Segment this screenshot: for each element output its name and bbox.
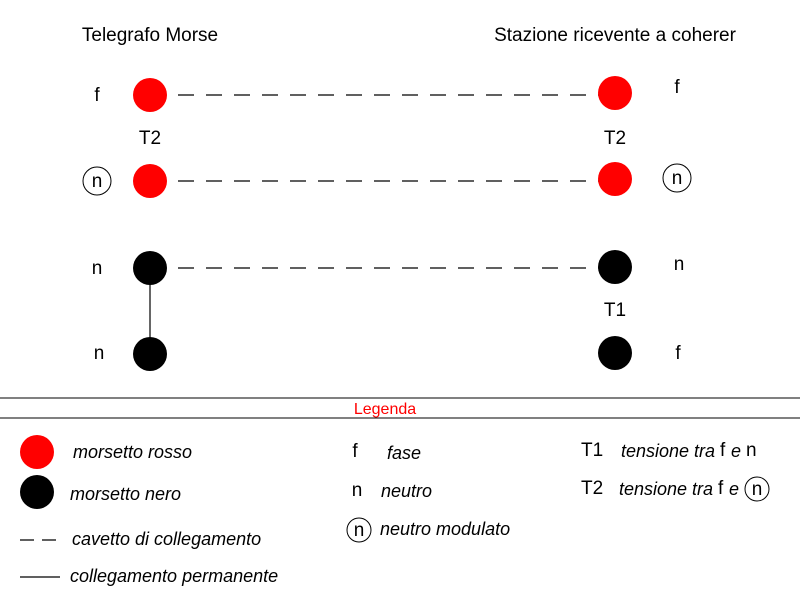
legend-t2-e: e <box>729 479 739 499</box>
red-terminal-left-2 <box>133 164 167 198</box>
legend-t1-desc: tensione tra <box>621 441 715 461</box>
black-terminal-right-1 <box>598 250 632 284</box>
legend-black-terminal-label: morsetto nero <box>70 484 181 504</box>
t2-label-right: T2 <box>604 128 626 149</box>
modulated-neutral-circle-left <box>82 166 112 196</box>
label-right-row1: f <box>674 77 680 98</box>
legend-f-symbol: f <box>352 441 358 462</box>
legend-solid-label: collegamento permanente <box>70 566 278 586</box>
label-right-row2: n <box>672 168 683 189</box>
legend-t2-modulated-neutral-circle <box>744 476 770 502</box>
legend-red-terminal-swatch <box>20 435 54 469</box>
black-terminal-left-2 <box>133 337 167 371</box>
label-left-row2: n <box>92 171 103 192</box>
legend-modulated-neutral-circle <box>346 517 372 543</box>
red-terminal-right-2 <box>598 162 632 196</box>
legend-t2-desc: tensione tra <box>619 479 713 499</box>
legend-t2-n: n <box>752 479 763 500</box>
legend-nm-symbol: n <box>354 520 365 541</box>
legend-title: Legenda <box>354 401 416 418</box>
legend-t1-symbol: T1 <box>581 440 603 461</box>
legend-t2-f: f <box>718 478 724 499</box>
legend-t1-n: n <box>746 440 757 461</box>
black-terminal-left-1 <box>133 251 167 285</box>
legend-red-terminal-label: morsetto rosso <box>73 442 192 462</box>
red-terminal-left-1 <box>133 78 167 112</box>
label-left-row1: f <box>94 85 100 106</box>
legend-dashed-label: cavetto di collegamento <box>72 529 261 549</box>
red-terminal-right-1 <box>598 76 632 110</box>
legend-t1-f: f <box>720 440 726 461</box>
legend-n-symbol: n <box>352 480 363 501</box>
legend-nm-desc: neutro modulato <box>380 519 510 539</box>
label-right-row4: f <box>675 343 681 364</box>
legend-n-desc: neutro <box>381 481 432 501</box>
t2-label-left: T2 <box>139 128 161 149</box>
legend-t1-e: e <box>731 441 741 461</box>
label-left-row4: n <box>94 343 105 364</box>
header-right: Stazione ricevente a coherer <box>494 25 737 46</box>
black-terminal-right-2 <box>598 336 632 370</box>
label-left-row3: n <box>92 258 103 279</box>
legend-t2-symbol: T2 <box>581 478 603 499</box>
legend-f-desc: fase <box>387 443 421 463</box>
label-right-row3: n <box>674 254 685 275</box>
modulated-neutral-circle-right <box>662 163 692 193</box>
t1-label-right: T1 <box>604 300 626 321</box>
legend-black-terminal-swatch <box>20 475 54 509</box>
header-left: Telegrafo Morse <box>82 25 218 46</box>
